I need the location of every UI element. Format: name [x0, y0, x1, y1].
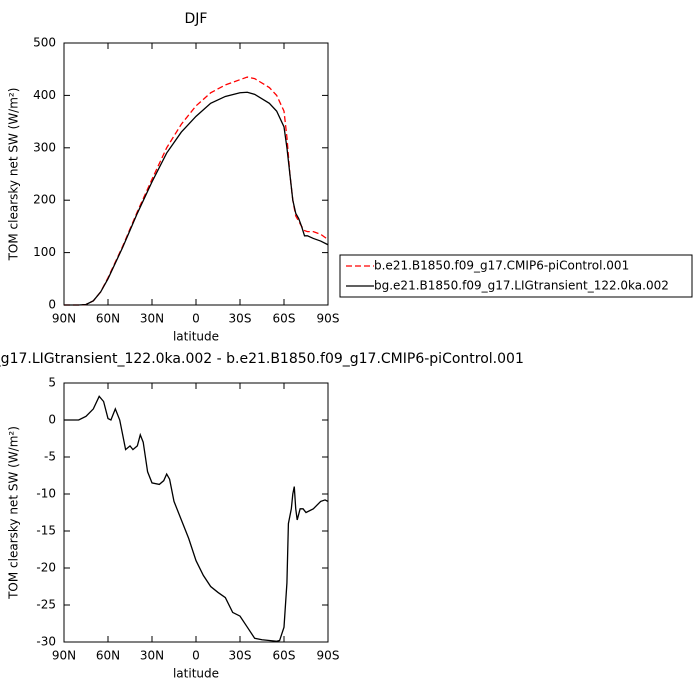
x-tick-label: 30N	[140, 312, 164, 326]
legend-label: b.e21.B1850.f09_g17.CMIP6-piControl.001	[374, 259, 629, 273]
y-tick-label: -30	[36, 635, 56, 649]
x-tick-label: 90N	[52, 312, 76, 326]
x-axis-label: latitude	[173, 330, 219, 344]
legend-label: bg.e21.B1850.f09_g17.LIGtransient_122.0k…	[374, 279, 669, 293]
x-tick-label: 0	[192, 649, 200, 663]
x-axis-label: latitude	[173, 667, 219, 681]
y-tick-label: -25	[36, 598, 56, 612]
y-axis-label: TOM clearsky net SW (W/m²)	[7, 426, 21, 600]
plot-frame	[63, 42, 329, 306]
x-tick-label: 60N	[96, 312, 120, 326]
data-line	[64, 395, 329, 642]
y-tick-label: -20	[36, 561, 56, 575]
plot-frame	[63, 382, 329, 643]
y-axis-label: TOM clearsky net SW (W/m²)	[7, 88, 21, 262]
data-line	[64, 91, 329, 306]
y-tick-label: 0	[48, 298, 56, 312]
x-tick-label: 60S	[273, 649, 296, 663]
x-tick-label: 90N	[52, 649, 76, 663]
y-tick-label: 300	[33, 140, 56, 154]
y-tick-label: -15	[36, 524, 56, 538]
y-tick-label: -10	[36, 487, 56, 501]
y-tick-label: 500	[33, 36, 56, 50]
x-tick-label: 30N	[140, 649, 164, 663]
chart-title: bg.e21.B1850.f09_g17.LIGtransient_122.0k…	[0, 351, 524, 367]
y-tick-label: -5	[44, 450, 56, 464]
y-tick-label: 0	[48, 413, 56, 427]
y-tick-label: 200	[33, 193, 56, 207]
x-tick-label: 30S	[229, 649, 252, 663]
x-tick-label: 60N	[96, 649, 120, 663]
legend-box	[339, 254, 693, 298]
x-tick-label: 90S	[317, 312, 340, 326]
x-tick-label: 90S	[317, 649, 340, 663]
x-tick-label: 0	[192, 312, 200, 326]
y-tick-label: 400	[33, 88, 56, 102]
x-tick-label: 60S	[273, 312, 296, 326]
y-tick-label: 5	[48, 376, 56, 390]
x-tick-label: 30S	[229, 312, 252, 326]
y-tick-label: 100	[33, 245, 56, 259]
data-line	[64, 76, 329, 306]
chart-title: DJF	[185, 11, 208, 27]
